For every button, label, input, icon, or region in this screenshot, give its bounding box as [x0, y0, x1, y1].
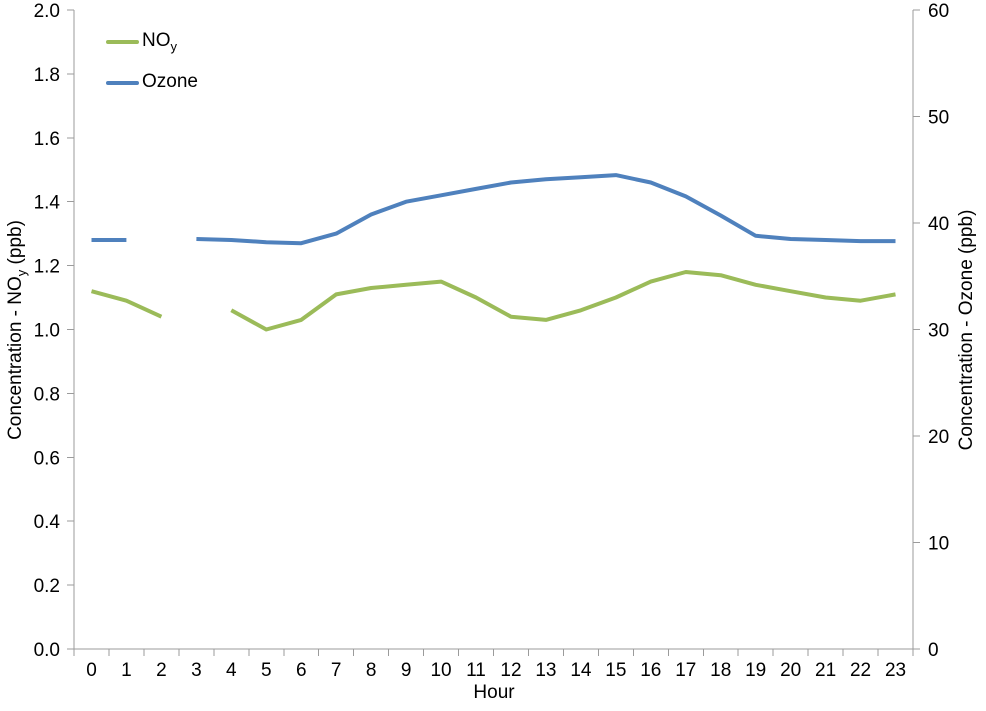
- left-axis-tick-label: 0.0: [34, 640, 60, 661]
- x-axis-tick-label: 15: [605, 660, 626, 681]
- x-axis-tick-label: 17: [675, 660, 696, 681]
- series-line-noy: [230, 270, 896, 332]
- series-line-noy: [90, 289, 163, 319]
- x-axis-tick-label: 19: [745, 660, 766, 681]
- x-axis-tick-label: 14: [570, 660, 592, 681]
- x-axis-tick-label: 12: [500, 660, 521, 681]
- right-axis-tick-label: 30: [928, 321, 949, 342]
- x-axis-tick-label: 16: [640, 660, 661, 681]
- left-axis-tick-label: 1.8: [34, 65, 60, 86]
- right-axis-tick-label: 60: [928, 1, 949, 22]
- left-axis-title: Concentration - NOy (ppb): [5, 220, 29, 440]
- x-axis-tick-label: 5: [261, 660, 272, 681]
- x-axis-tick-label: 11: [466, 660, 486, 681]
- x-axis-tick-label: 9: [401, 660, 412, 681]
- left-axis-tick-label: 0.8: [34, 384, 60, 405]
- x-axis-tick-label: 21: [815, 660, 836, 681]
- left-axis-tick-label: 1.4: [34, 193, 61, 214]
- left-axis-tick-label: 0.4: [34, 512, 61, 533]
- left-axis-tick-label: 1.2: [34, 257, 60, 278]
- ozone-line-swatch: [106, 81, 139, 85]
- x-axis-tick-label: 3: [191, 660, 202, 681]
- legend-item-ozone: Ozone: [106, 69, 198, 97]
- right-axis-title: Concentration - Ozone (ppb): [956, 209, 977, 451]
- x-axis-tick-label: 2: [156, 660, 167, 681]
- x-axis-tick-label: 22: [850, 660, 871, 681]
- left-axis-tick-label: 1.0: [34, 321, 60, 342]
- x-axis-tick-label: 0: [86, 660, 97, 681]
- legend-item-noy: NOy: [106, 28, 198, 56]
- x-axis-tick-label: 13: [535, 660, 556, 681]
- left-axis-tick-label: 2.0: [34, 1, 60, 22]
- x-axis-tick-label: 8: [366, 660, 377, 681]
- x-axis-tick-label: 10: [430, 660, 451, 681]
- left-axis-tick-label: 0.2: [34, 576, 60, 597]
- left-axis-tick-label: 1.6: [34, 129, 60, 150]
- left-axis-tick-label: 0.6: [34, 448, 60, 469]
- x-axis-tick-label: 6: [296, 660, 307, 681]
- x-axis-tick-label: 20: [780, 660, 801, 681]
- right-axis-tick-label: 50: [928, 108, 949, 129]
- x-axis-title: Hour: [473, 682, 515, 703]
- x-axis-tick-label: 18: [710, 660, 731, 681]
- chart-legend: NOy Ozone: [106, 28, 198, 110]
- right-axis-tick-label: 0: [928, 640, 939, 661]
- noy-line-swatch: [106, 40, 139, 44]
- x-axis-tick-label: 7: [331, 660, 342, 681]
- right-axis-tick-label: 20: [928, 427, 949, 448]
- right-axis-tick-label: 10: [928, 534, 949, 555]
- right-axis-tick-label: 40: [928, 214, 949, 235]
- legend-label-noy: NOy: [142, 30, 177, 54]
- x-axis-tick-label: 1: [121, 660, 132, 681]
- x-axis-tick-label: 23: [885, 660, 906, 681]
- series-line-ozone: [196, 173, 896, 246]
- x-axis-tick-label: 4: [226, 660, 237, 681]
- legend-label-ozone: Ozone: [142, 71, 198, 93]
